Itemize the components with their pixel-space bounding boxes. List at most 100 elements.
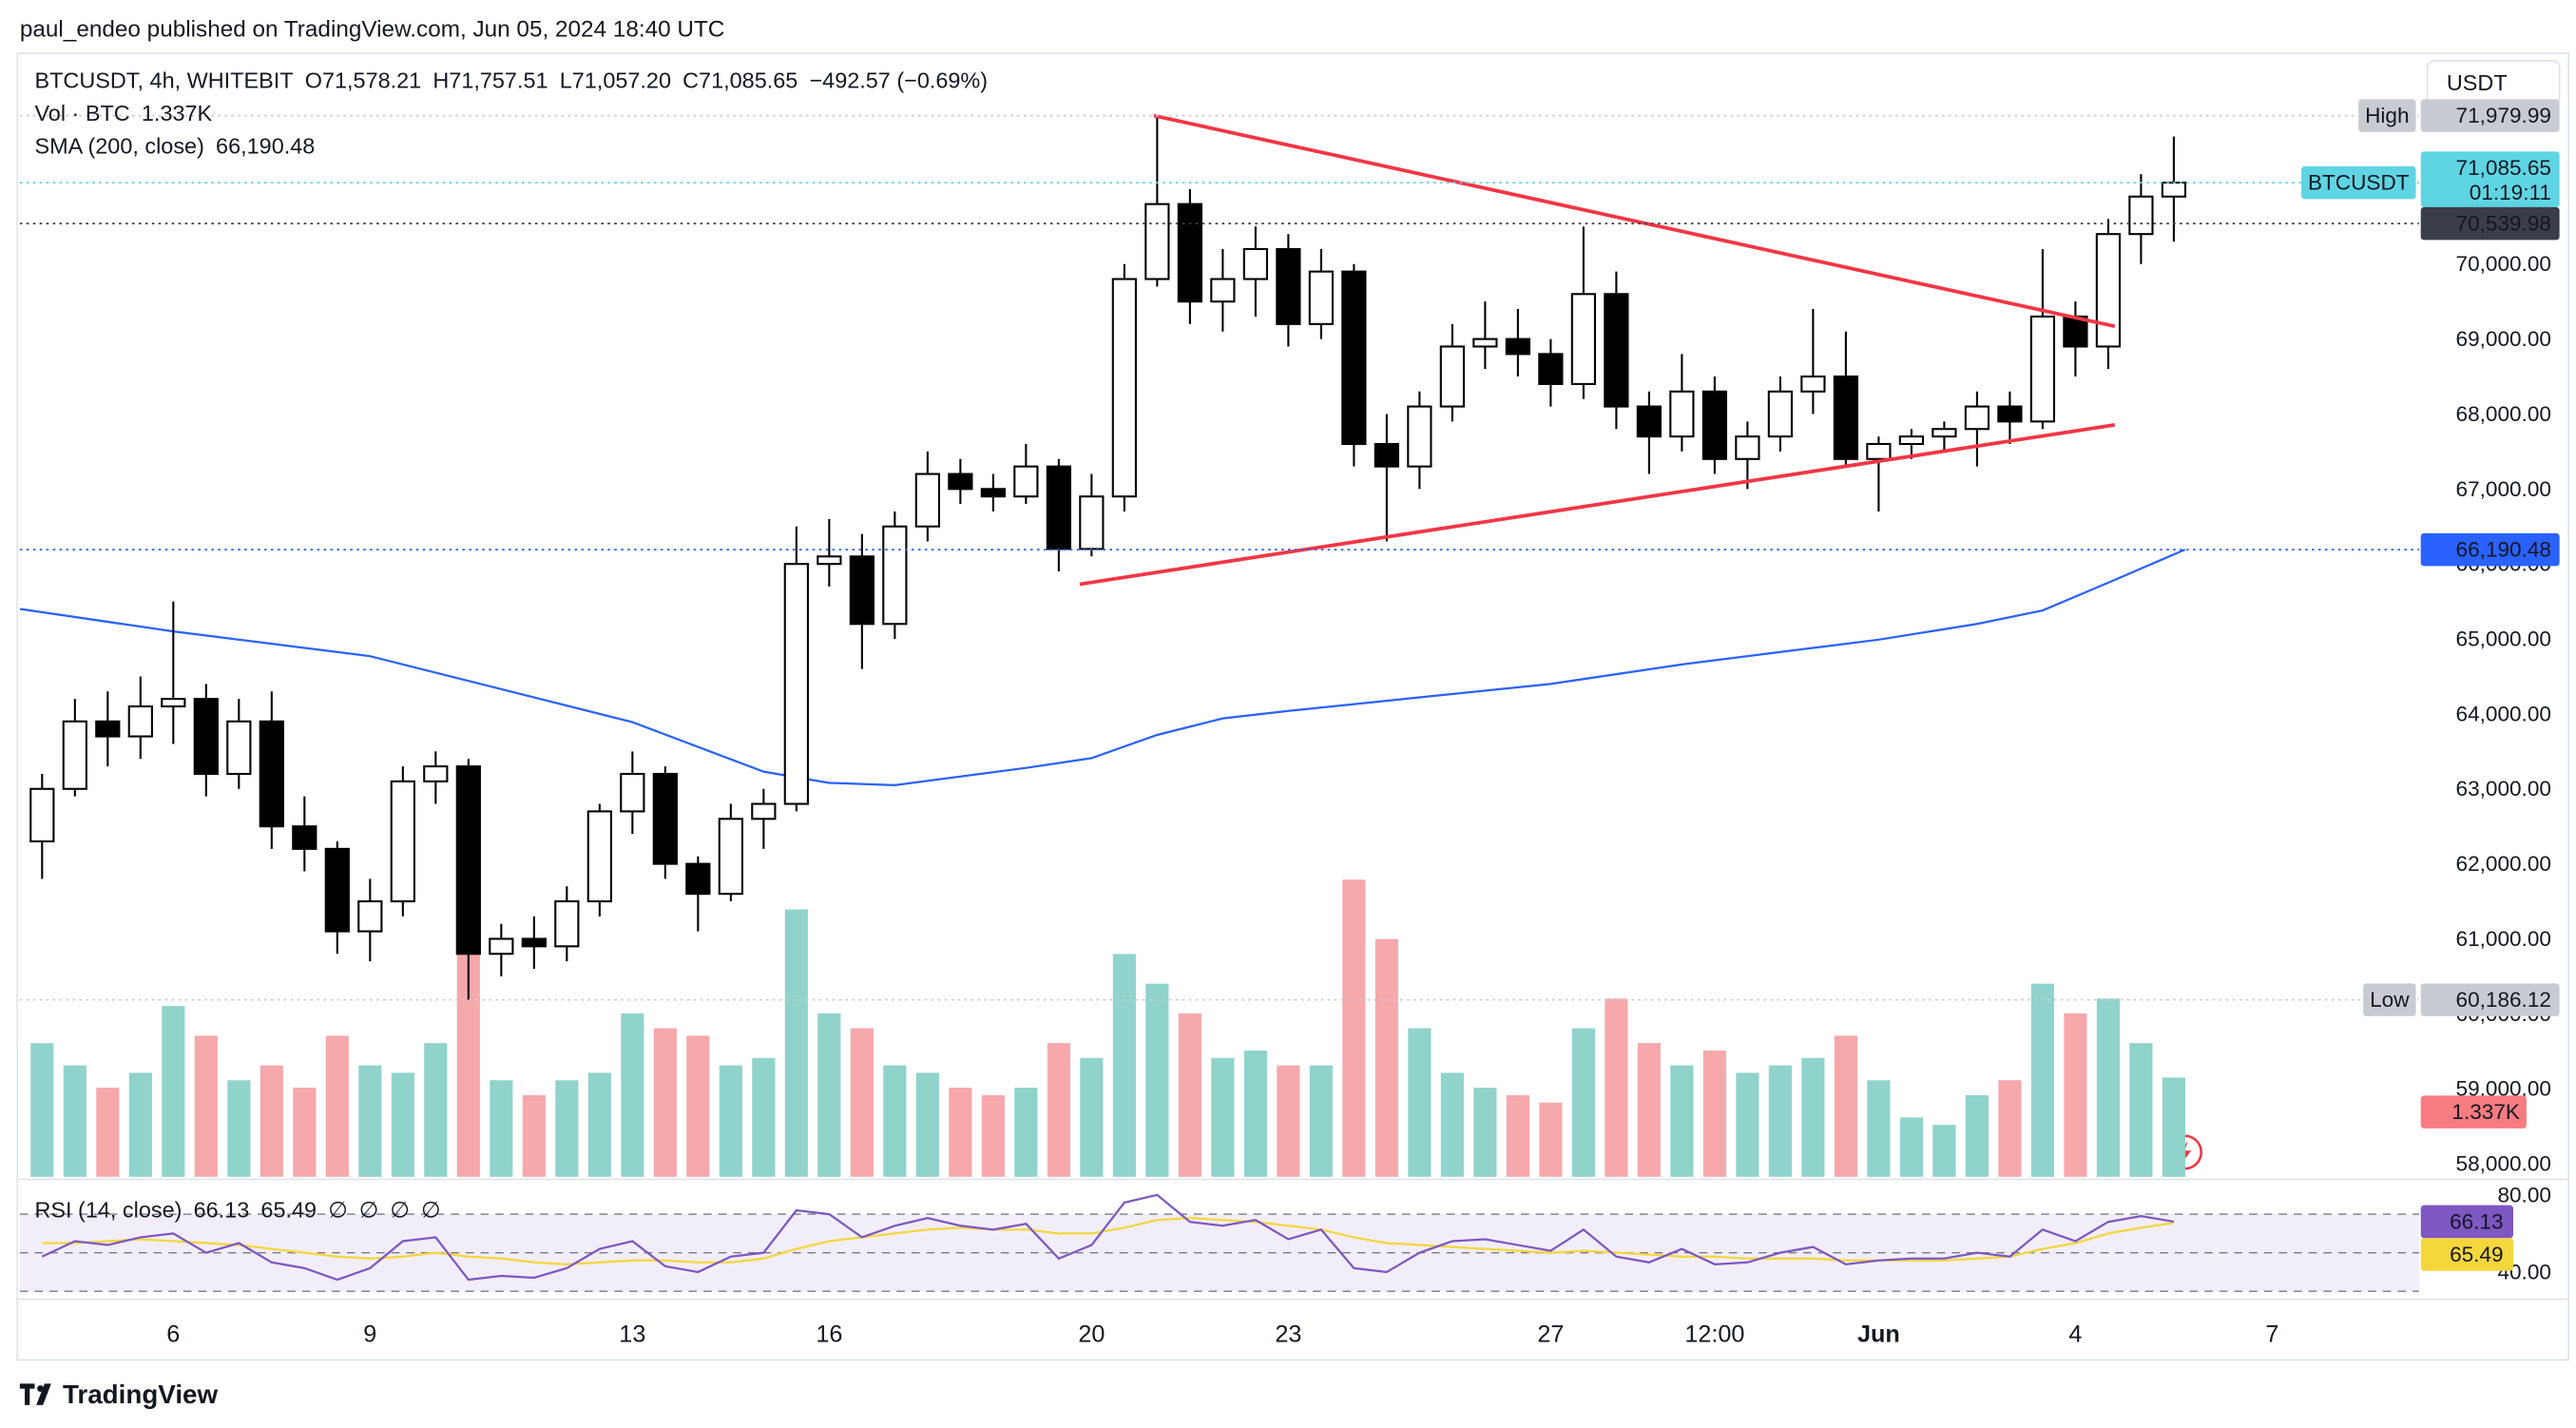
volume-bar: [1539, 1102, 1563, 1177]
rsi-legend-na: ∅: [421, 1197, 440, 1222]
volume-bar: [30, 1043, 54, 1177]
volume-bar: [1309, 1065, 1333, 1177]
volume-bar: [2030, 983, 2054, 1177]
volume-bar: [1637, 1043, 1661, 1177]
volume-bar: [1277, 1065, 1300, 1177]
y-tick-label: 68,000.00: [2456, 402, 2551, 426]
volume-bar: [555, 1080, 579, 1177]
volume-bar: [260, 1065, 283, 1177]
candle-body: [980, 488, 1006, 498]
candle-body: [1866, 442, 1892, 460]
volume-bar: [1047, 1043, 1070, 1177]
candle-body: [357, 900, 383, 933]
price-label: 66,190.48: [2456, 538, 2551, 562]
candle-body: [1570, 293, 1596, 385]
y-tick-label: 70,000.00: [2456, 252, 2551, 276]
volume-value: 1.337K: [142, 101, 213, 125]
volume-bar: [1178, 1013, 1201, 1177]
candle-body: [2095, 233, 2122, 348]
volume-bar: [358, 1065, 382, 1177]
volume-bar: [1998, 1080, 2022, 1177]
change-value: −492.57 (−0.69%): [809, 68, 988, 93]
candle-body: [62, 720, 87, 790]
price-label-box: [2420, 983, 2560, 1016]
rsi-value-box: [2420, 1238, 2513, 1271]
y-tick-label: 61,000.00: [2456, 927, 2551, 951]
x-tick-label: 4: [2068, 1322, 2082, 1348]
candle-body: [1735, 435, 1760, 460]
candle-body: [1898, 435, 1925, 446]
price-label-box: [2420, 99, 2560, 132]
candle-body: [1701, 390, 1727, 460]
trendline: [1153, 113, 2116, 329]
open-value: O71,578.21: [305, 68, 421, 93]
rsi-plot: [19, 1193, 2419, 1292]
volume-bar: [325, 1035, 349, 1177]
price-label-name: Low: [2370, 988, 2410, 1012]
candle-body: [259, 720, 284, 828]
rsi-legend-value: 66.13: [194, 1197, 250, 1222]
volume-label: 1.337K: [2451, 1100, 2520, 1124]
candle-body: [2161, 182, 2187, 198]
candle-body: [193, 698, 219, 776]
volume-bar: [1932, 1125, 1956, 1177]
volume-bar: [1014, 1088, 1038, 1177]
x-tick-label: 16: [816, 1322, 842, 1348]
x-tick-label: 23: [1275, 1322, 1301, 1348]
volume-bar: [1440, 1072, 1464, 1177]
volume-bar: [1506, 1094, 1529, 1177]
volume-label-box: [2420, 1095, 2527, 1129]
candle-body: [817, 555, 842, 566]
volume-bar: [2162, 1077, 2185, 1177]
candle-body: [1210, 278, 1236, 303]
candle-body: [1538, 353, 1564, 385]
volume-bar: [63, 1065, 87, 1177]
candle-body: [1013, 465, 1039, 498]
rsi-value-label: 65.49: [2450, 1243, 2503, 1266]
volume-bar: [522, 1094, 546, 1177]
volume-bar: [719, 1065, 742, 1177]
candle-body: [521, 937, 547, 948]
currency[interactable]: USDT: [2447, 70, 2508, 95]
price-axis: 58,000.0059,000.0060,000.0061,000.0062,0…: [2301, 99, 2560, 1176]
y-tick-label: 64,000.00: [2456, 702, 2551, 725]
volume-bar: [752, 1057, 776, 1177]
byline: paul_endeo published on TradingView.com,…: [20, 17, 725, 43]
y-tick-label: 67,000.00: [2456, 477, 2551, 501]
volume-bar: [1112, 954, 1136, 1177]
volume-bar: [2096, 998, 2120, 1177]
candle-body: [324, 847, 350, 933]
volume-bar: [96, 1088, 120, 1177]
candle-body: [161, 698, 186, 708]
volume-bar: [194, 1035, 218, 1177]
price-label: 70,539.98: [2456, 212, 2551, 236]
candle-body: [292, 825, 317, 850]
candle-body: [1833, 375, 1859, 460]
sma-title: SMA (200, close): [34, 134, 203, 159]
volume-bar: [817, 1013, 841, 1177]
x-tick-label: 7: [2265, 1322, 2278, 1348]
candle-body: [455, 765, 481, 955]
price-label-name-box: [2358, 99, 2416, 132]
rsi-legend-na: ∅: [390, 1197, 409, 1222]
candle-body: [2128, 195, 2154, 236]
volume-bar: [587, 1072, 611, 1177]
candle-body: [1079, 495, 1105, 550]
rsi-value-label: 66.13: [2450, 1209, 2503, 1233]
sma-value: 66,190.48: [216, 134, 315, 159]
candle-body: [226, 720, 252, 776]
price-label-name: High: [2365, 104, 2409, 127]
volume-bar: [949, 1088, 972, 1177]
volume-bar: [1080, 1057, 1104, 1177]
candle-body: [1964, 405, 1990, 431]
brand: TradingView: [63, 1380, 219, 1409]
price-label-name-box: [2363, 983, 2416, 1016]
y-tick-label: 65,000.00: [2456, 627, 2551, 651]
volume-bar: [1375, 938, 1398, 1177]
candle-body: [1439, 345, 1465, 408]
candle-body: [2029, 315, 2056, 423]
x-tick-label: 6: [166, 1322, 180, 1348]
volume-bar: [1899, 1117, 1923, 1177]
candle-body: [1997, 405, 2023, 423]
